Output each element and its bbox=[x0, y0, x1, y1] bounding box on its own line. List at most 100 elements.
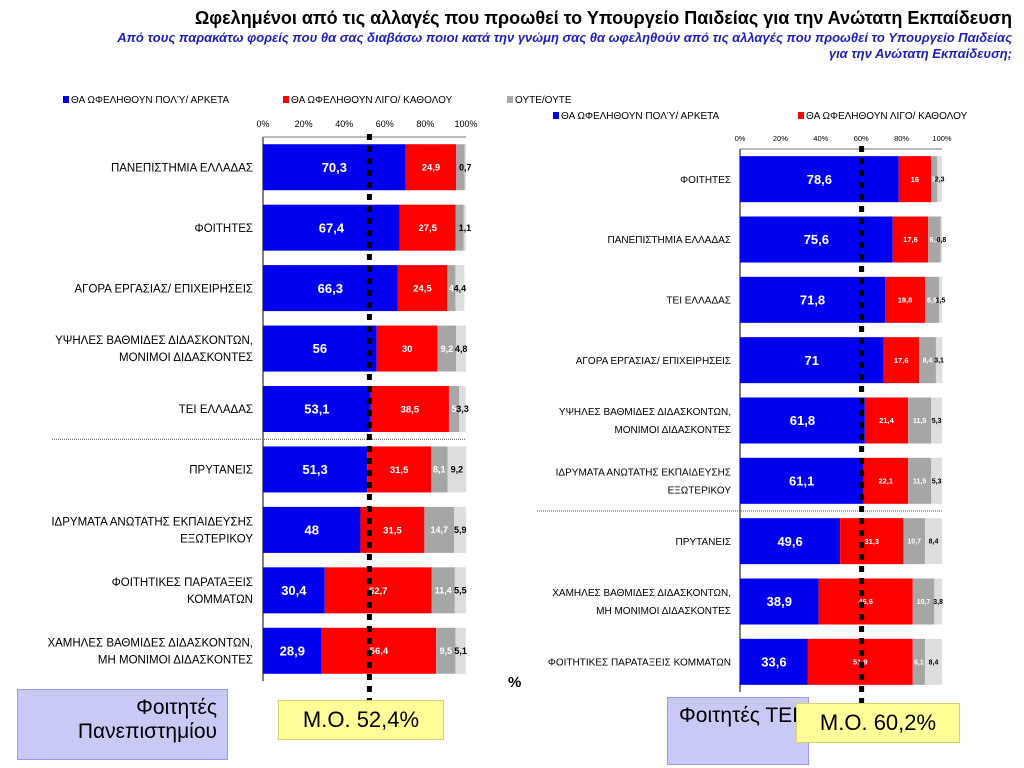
data-label-2-3: 1,5 bbox=[936, 297, 946, 304]
data-label-3-3: 3,1 bbox=[934, 358, 944, 365]
data-label-1-0: 67,4 bbox=[319, 220, 345, 235]
bar-segment-0-1 bbox=[405, 144, 457, 191]
legend-label-0: ΘΑ ΩΦΕΛΗΘΟΥΝ ΠΟΛΎ/ ΑΡΚΕΤΑ bbox=[561, 111, 720, 122]
data-label-6-2: 14,7 bbox=[431, 525, 449, 535]
data-label-6-0: 49,6 bbox=[777, 534, 802, 549]
x-tick-label-4: 80% bbox=[416, 119, 434, 129]
data-label-2-1: 19,8 bbox=[898, 296, 913, 305]
category-label-2-0: ΑΓΟΡΑ ΕΡΓΑΣΙΑΣ/ ΕΠΙΧΕΙΡΗΣΕΙΣ bbox=[74, 283, 253, 295]
bar-segment-4-1 bbox=[864, 397, 909, 444]
bar-segment-4-0 bbox=[740, 397, 865, 444]
page-subtitle: Από τους παρακάτω φορείς που θα σας διαβ… bbox=[117, 30, 1012, 61]
bar-segment-2-1 bbox=[885, 276, 926, 323]
x-tick-label-5: 100% bbox=[454, 119, 477, 129]
data-label-3-3: 4,8 bbox=[455, 344, 468, 354]
page-title: Ωφελημένοι από τις αλλαγές που προωθεί τ… bbox=[194, 8, 1012, 28]
bar-segment-0-2 bbox=[456, 144, 465, 191]
legend-swatch-2 bbox=[507, 96, 513, 103]
category-label-1-0: ΦΟΙΤΗΤΕΣ bbox=[195, 223, 253, 235]
bar-segment-6-0 bbox=[263, 506, 361, 553]
bar-segment-5-2 bbox=[908, 457, 932, 504]
data-label-4-1: 38,5 bbox=[401, 404, 420, 415]
bar-segment-0-2 bbox=[931, 156, 938, 203]
data-label-3-0: 71 bbox=[804, 353, 818, 368]
data-label-5-3: 5,3 bbox=[932, 478, 942, 485]
bar-segment-2-1 bbox=[397, 265, 448, 312]
data-label-0-1: 24,9 bbox=[422, 163, 441, 174]
data-label-0-3: 2,3 bbox=[935, 177, 945, 184]
x-tick-label-4: 80% bbox=[894, 134, 909, 143]
data-label-4-0: 61,8 bbox=[790, 413, 815, 428]
x-tick-label-1: 20% bbox=[773, 134, 788, 143]
bar-segment-3-3 bbox=[935, 337, 943, 384]
bar-segment-7-0 bbox=[740, 578, 819, 625]
bar-segment-3-1 bbox=[376, 325, 438, 372]
bar-segment-6-0 bbox=[740, 518, 841, 565]
data-label-1-1: 17,6 bbox=[903, 235, 918, 244]
bar-segment-7-3 bbox=[934, 578, 942, 625]
category-label-7-1: ΚΟΜΜΑΤΩΝ bbox=[187, 594, 253, 606]
bar-segment-1-1 bbox=[892, 216, 929, 263]
legend-label-2: ΟΥΤΕ/ΟΥΤΕ bbox=[515, 95, 572, 106]
bar-segment-6-3 bbox=[925, 518, 942, 565]
bar-segment-6-1 bbox=[840, 518, 904, 565]
bar-segment-1-0 bbox=[740, 216, 893, 263]
data-label-7-1: 46,6 bbox=[858, 597, 873, 606]
legend-label-0: ΘΑ ΩΦΕΛΗΘΟΥΝ ΠΟΛΎ/ ΑΡΚΕΤΑ bbox=[71, 95, 230, 106]
data-label-6-0: 48 bbox=[304, 523, 318, 538]
data-label-7-3: 5,5 bbox=[454, 586, 467, 596]
bar-segment-1-2 bbox=[928, 216, 941, 263]
legend-swatch-1 bbox=[283, 96, 289, 103]
bar-segment-5-1 bbox=[863, 457, 909, 504]
panel-label-tei-text: Φοιτητές ΤΕΙ bbox=[679, 704, 798, 727]
bar-segment-2-3 bbox=[455, 265, 465, 312]
bar-segment-2-3 bbox=[938, 276, 942, 323]
bar-segment-4-0 bbox=[263, 386, 371, 432]
data-label-6-2: 10,7 bbox=[907, 539, 921, 546]
data-label-6-3: 5,9 bbox=[454, 525, 467, 535]
category-label-1-0: ΠΑΝΕΠΙΣΤΗΜΙΑ ΕΛΛΑΔΑΣ bbox=[607, 235, 731, 246]
category-label-8-0: ΦΟΙΤΗΤΙΚΕΣ ΠΑΡΑΤΑΞΕΙΣ ΚΟΜΜΑΤΩΝ bbox=[548, 657, 731, 668]
data-label-7-0: 30,4 bbox=[281, 583, 307, 598]
data-label-4-3: 5,3 bbox=[932, 418, 942, 425]
bar-segment-4-2 bbox=[448, 386, 460, 432]
data-label-8-1: 56,4 bbox=[370, 646, 389, 657]
mean-label-tei: Μ.Ο. 60,2% bbox=[796, 703, 960, 743]
bar-segment-3-0 bbox=[263, 325, 377, 372]
category-label-7-1: ΜΗ ΜΟΝΙΜΟΙ ΔΙΔΑΣΚΟΝΤΕΣ bbox=[596, 606, 731, 617]
category-label-3-1: ΜΟΝΙΜΟΙ ΔΙΔΑΣΚΟΝΤΕΣ bbox=[119, 352, 253, 364]
bar-segment-7-2 bbox=[431, 567, 455, 614]
data-label-0-0: 78,6 bbox=[807, 172, 832, 187]
x-tick-label-2: 40% bbox=[813, 134, 828, 143]
bar-segment-8-3 bbox=[455, 627, 466, 674]
data-label-6-3: 8,4 bbox=[929, 539, 939, 546]
data-label-4-2: 11,5 bbox=[913, 418, 926, 425]
data-label-5-2: 11,5 bbox=[913, 478, 926, 485]
bar-segment-7-1 bbox=[818, 578, 913, 625]
legend-label-1: ΘΑ ΩΦΕΛΗΘΟΥΝ ΛΙΓΟ/ ΚΑΘΟΛΟΥ bbox=[806, 111, 968, 122]
data-label-1-3: 1,1 bbox=[459, 223, 472, 233]
bar-segment-4-1 bbox=[370, 386, 449, 432]
bar-segment-3-2 bbox=[437, 325, 457, 372]
bar-segment-7-3 bbox=[454, 567, 466, 614]
data-label-1-2: 6,1 bbox=[930, 237, 940, 244]
legend-swatch-0 bbox=[63, 96, 69, 103]
category-label-8-0: ΧΑΜΗΛΕΣ ΒΑΘΜΙΔΕΣ ΔΙΔΑΣΚΟΝΤΩΝ, bbox=[47, 637, 253, 649]
category-label-6-0: ΙΔΡΥΜΑΤΑ ΑΝΩΤΑΤΗΣ ΕΚΠΑΙΔΕΥΣΗΣ bbox=[51, 517, 253, 529]
data-label-5-0: 61,1 bbox=[789, 474, 814, 489]
data-label-1-3: 0,8 bbox=[937, 237, 947, 244]
data-label-3-1: 30 bbox=[402, 344, 413, 355]
category-label-4-0: ΥΨΗΛΕΣ ΒΑΘΜΙΔΕΣ ΔΙΔΑΣΚΟΝΤΩΝ, bbox=[559, 407, 731, 418]
legend-label-1: ΘΑ ΩΦΕΛΗΘΟΥΝ ΛΙΓΟ/ ΚΑΘΟΛΟΥ bbox=[291, 95, 453, 106]
data-label-5-1: 31,5 bbox=[390, 465, 409, 476]
bar-segment-5-3 bbox=[931, 457, 942, 504]
data-label-2-2: 6,9 bbox=[927, 297, 937, 304]
data-label-4-0: 53,1 bbox=[304, 402, 329, 417]
bar-segment-5-2 bbox=[431, 446, 448, 493]
category-label-3-0: ΑΓΟΡΑ ΕΡΓΑΣΙΑΣ/ ΕΠΙΧΕΙΡΗΣΕΙΣ bbox=[576, 356, 731, 367]
category-label-7-0: ΧΑΜΗΛΕΣ ΒΑΘΜΙΔΕΣ ΔΙΔΑΣΚΟΝΤΩΝ, bbox=[552, 588, 731, 599]
data-label-0-3: 0,7 bbox=[459, 162, 472, 172]
category-label-0-0: ΠΑΝΕΠΙΣΤΗΜΙΑ ΕΛΛΑΔΑΣ bbox=[111, 162, 253, 174]
legend-swatch-1 bbox=[798, 112, 804, 119]
